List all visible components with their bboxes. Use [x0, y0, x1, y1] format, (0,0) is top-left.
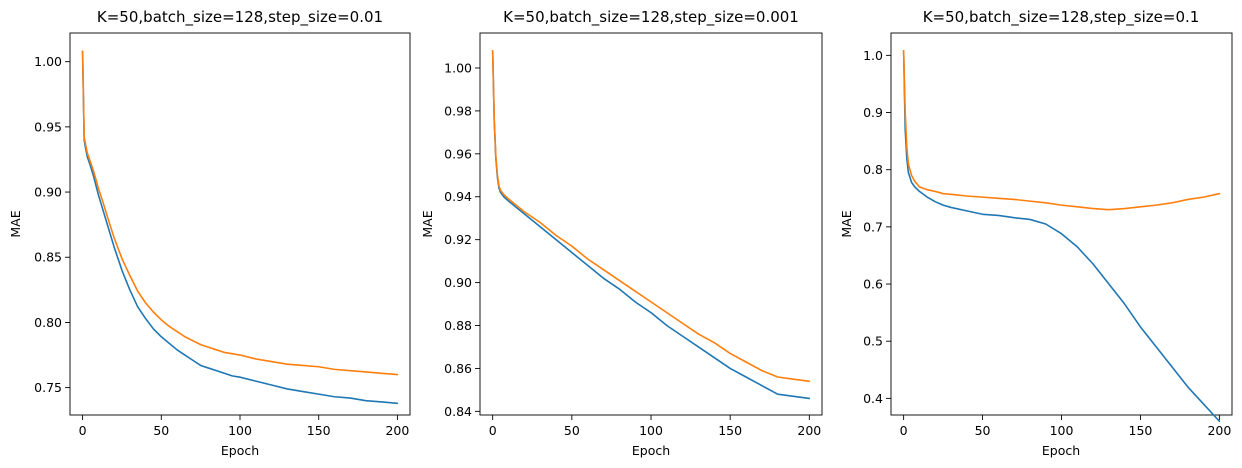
y-tick-label: 0.80 [34, 315, 62, 330]
series-line-1 [491, 50, 811, 400]
y-tick-label: 1.0 [863, 48, 883, 63]
x-tick-label: 200 [385, 423, 409, 438]
y-tick-label: 1.00 [34, 54, 62, 69]
x-tick-label: 200 [1207, 423, 1231, 438]
series-layer [491, 50, 811, 400]
plot-frame [69, 32, 411, 416]
chart-panel-1: 0 50 100 150 200 0.75 0.80 0.85 0.90 0.95 1.00 K=5… [8, 8, 411, 458]
y-tick-label: 0.75 [34, 380, 62, 395]
x-tick-label: 100 [1050, 423, 1074, 438]
tick-layer: 0 50 100 150 200 0.84 0.86 0.88 0.90 0.92 0.94 0.96… [444, 60, 821, 438]
chart-title: K=50,batch_size=128,step_size=0.1 [923, 8, 1200, 27]
series-line-2 [902, 49, 1221, 211]
y-tick-label: 0.85 [34, 250, 62, 265]
y-tick-label: 1.00 [444, 60, 472, 75]
y-tick-label: 0.7 [863, 219, 883, 234]
x-tick-label: 50 [153, 423, 169, 438]
series-line-2 [81, 50, 399, 376]
y-tick-label: 0.86 [444, 361, 472, 376]
y-tick-label: 0.5 [863, 334, 883, 349]
y-tick-label: 0.94 [444, 189, 472, 204]
series-line-1 [902, 49, 1221, 423]
y-axis-label: MAE [839, 210, 854, 237]
plot-frame [479, 32, 823, 416]
y-tick-label: 0.6 [863, 277, 883, 292]
x-tick-label: 0 [900, 423, 908, 438]
plot-frame [890, 32, 1233, 416]
y-tick-label: 0.90 [34, 185, 62, 200]
y-tick-label: 0.88 [444, 318, 472, 333]
x-tick-label: 100 [639, 423, 663, 438]
x-tick-label: 50 [975, 423, 991, 438]
y-tick-label: 0.84 [444, 404, 472, 419]
x-axis-label: Epoch [1042, 443, 1080, 458]
x-tick-label: 150 [1129, 423, 1153, 438]
chart-panel-3: 0 50 100 150 200 0.4 0.5 0.6 0.7 0.8 0.9 1.0 K=50,b… [839, 8, 1233, 458]
tick-layer: 0 50 100 150 200 0.4 0.5 0.6 0.7 0.8 0.9 1.0 [863, 48, 1231, 438]
y-tick-label: 0.92 [444, 232, 472, 247]
x-tick-label: 200 [797, 423, 821, 438]
y-tick-label: 0.98 [444, 103, 472, 118]
chart-panel-2: 0 50 100 150 200 0.84 0.86 0.88 0.90 0.92 0.94 0.96… [420, 8, 823, 458]
x-axis-label: Epoch [632, 443, 670, 458]
y-axis-label: MAE [420, 210, 435, 237]
x-tick-label: 50 [564, 423, 580, 438]
x-tick-label: 0 [489, 423, 497, 438]
x-axis-label: Epoch [221, 443, 259, 458]
x-tick-label: 150 [307, 423, 331, 438]
y-tick-label: 0.9 [863, 105, 883, 120]
y-tick-label: 0.96 [444, 146, 472, 161]
x-tick-label: 0 [79, 423, 87, 438]
series-line-2 [491, 50, 811, 383]
series-layer [902, 49, 1221, 423]
series-layer [81, 50, 399, 405]
x-tick-label: 150 [718, 423, 742, 438]
series-line-1 [81, 50, 399, 405]
y-tick-label: 0.4 [863, 391, 883, 406]
y-axis-label: MAE [8, 210, 23, 237]
chart-title: K=50,batch_size=128,step_size=0.001 [503, 8, 799, 27]
x-tick-label: 100 [228, 423, 252, 438]
y-tick-label: 0.8 [863, 162, 883, 177]
y-tick-label: 0.90 [444, 275, 472, 290]
chart-title: K=50,batch_size=128,step_size=0.01 [97, 8, 383, 27]
tick-layer: 0 50 100 150 200 0.75 0.80 0.85 0.90 0.95 1.00 [34, 54, 409, 438]
y-tick-label: 0.95 [34, 119, 62, 134]
